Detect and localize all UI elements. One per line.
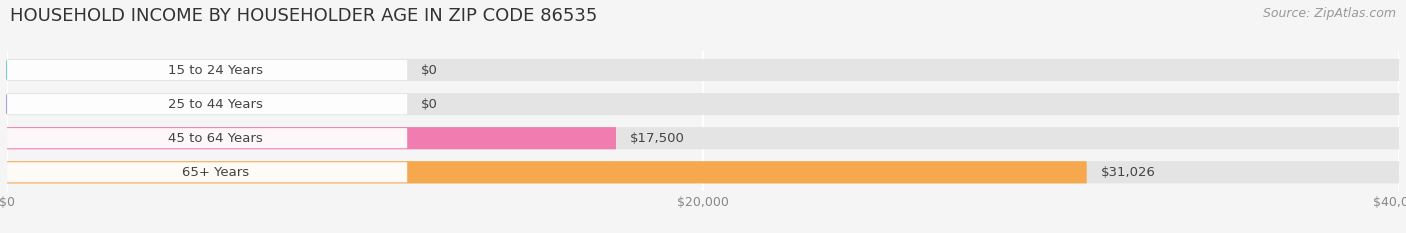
Text: 65+ Years: 65+ Years	[181, 166, 249, 179]
FancyBboxPatch shape	[7, 128, 408, 148]
Text: $0: $0	[422, 64, 439, 76]
Text: HOUSEHOLD INCOME BY HOUSEHOLDER AGE IN ZIP CODE 86535: HOUSEHOLD INCOME BY HOUSEHOLDER AGE IN Z…	[10, 7, 598, 25]
Text: $0: $0	[422, 98, 439, 111]
FancyBboxPatch shape	[7, 94, 408, 114]
Text: $17,500: $17,500	[630, 132, 685, 145]
FancyBboxPatch shape	[7, 161, 1399, 183]
Text: 25 to 44 Years: 25 to 44 Years	[167, 98, 263, 111]
FancyBboxPatch shape	[7, 93, 1399, 115]
FancyBboxPatch shape	[7, 161, 1087, 183]
Text: Source: ZipAtlas.com: Source: ZipAtlas.com	[1263, 7, 1396, 20]
FancyBboxPatch shape	[7, 162, 408, 182]
FancyBboxPatch shape	[7, 60, 408, 80]
Text: $31,026: $31,026	[1101, 166, 1156, 179]
FancyBboxPatch shape	[7, 59, 1399, 81]
Text: 15 to 24 Years: 15 to 24 Years	[167, 64, 263, 76]
FancyBboxPatch shape	[7, 127, 616, 149]
Text: 45 to 64 Years: 45 to 64 Years	[167, 132, 263, 145]
FancyBboxPatch shape	[7, 127, 1399, 149]
